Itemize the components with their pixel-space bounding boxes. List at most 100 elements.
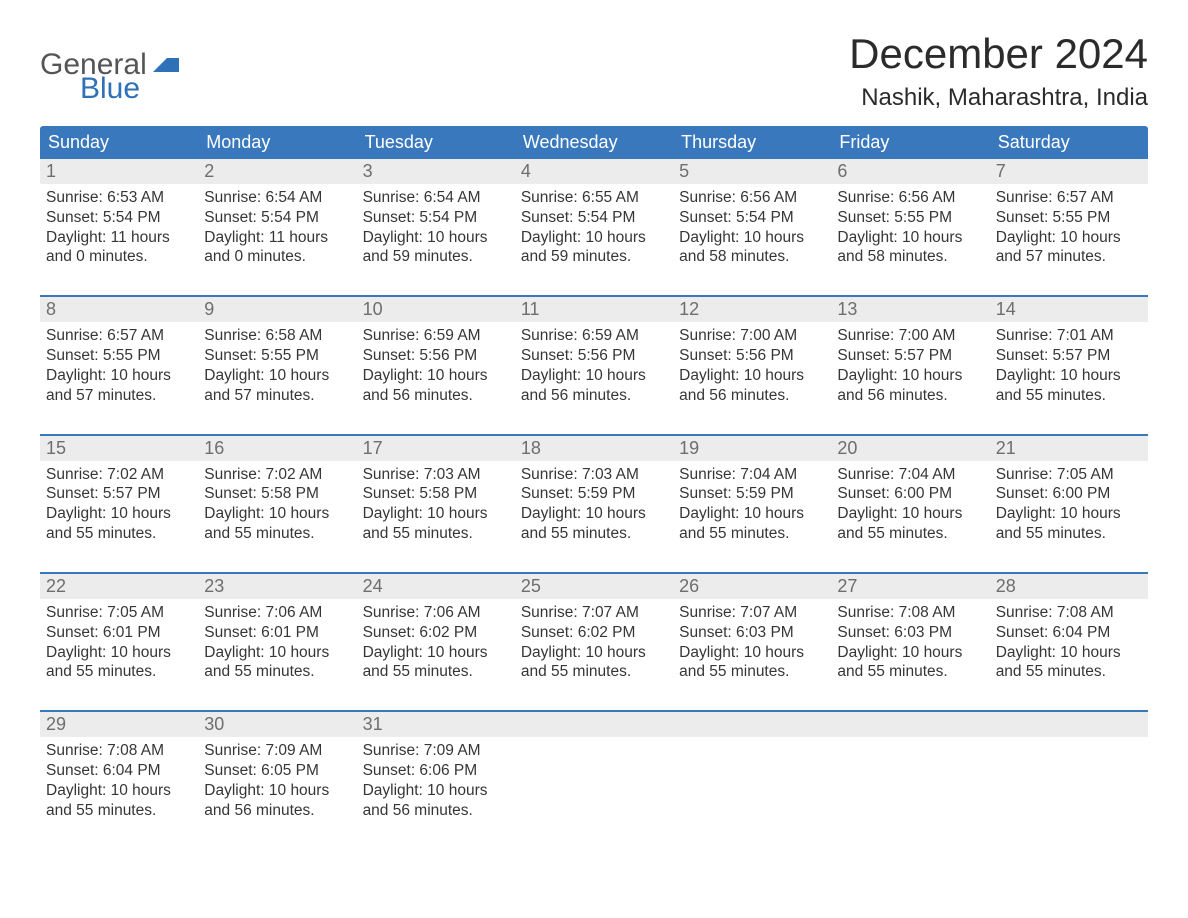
heading-block: December 2024 Nashik, Maharashtra, India bbox=[849, 30, 1148, 112]
day-cell: Sunrise: 7:07 AMSunset: 6:03 PMDaylight:… bbox=[673, 599, 831, 690]
day-sr: Sunrise: 6:56 AM bbox=[679, 188, 825, 208]
day-number: 20 bbox=[831, 436, 989, 461]
day-cell bbox=[515, 737, 673, 828]
day-cell: Sunrise: 6:57 AMSunset: 5:55 PMDaylight:… bbox=[40, 322, 198, 413]
day-sr: Sunrise: 7:00 AM bbox=[837, 326, 983, 346]
day-sr: Sunrise: 7:02 AM bbox=[204, 465, 350, 485]
day-cell: Sunrise: 7:09 AMSunset: 6:06 PMDaylight:… bbox=[357, 737, 515, 828]
day-number: 2 bbox=[198, 159, 356, 184]
brand-logo: General Blue bbox=[40, 50, 181, 104]
day-d1: Daylight: 10 hours bbox=[837, 504, 983, 524]
day-d2: and 55 minutes. bbox=[204, 524, 350, 544]
day-number: 28 bbox=[990, 574, 1148, 599]
day-d1: Daylight: 10 hours bbox=[363, 228, 509, 248]
day-number bbox=[831, 712, 989, 737]
day-d1: Daylight: 10 hours bbox=[679, 228, 825, 248]
daynum-row: 1234567 bbox=[40, 159, 1148, 184]
day-cell: Sunrise: 6:54 AMSunset: 5:54 PMDaylight:… bbox=[198, 184, 356, 275]
day-number bbox=[990, 712, 1148, 737]
day-cell: Sunrise: 7:00 AMSunset: 5:56 PMDaylight:… bbox=[673, 322, 831, 413]
day-d1: Daylight: 10 hours bbox=[521, 643, 667, 663]
day-d2: and 56 minutes. bbox=[204, 801, 350, 821]
day-d1: Daylight: 10 hours bbox=[46, 643, 192, 663]
day-d2: and 56 minutes. bbox=[679, 386, 825, 406]
day-ss: Sunset: 5:55 PM bbox=[837, 208, 983, 228]
day-cell: Sunrise: 6:56 AMSunset: 5:55 PMDaylight:… bbox=[831, 184, 989, 275]
day-ss: Sunset: 6:02 PM bbox=[521, 623, 667, 643]
day-d1: Daylight: 10 hours bbox=[46, 366, 192, 386]
day-ss: Sunset: 5:54 PM bbox=[679, 208, 825, 228]
day-number: 16 bbox=[198, 436, 356, 461]
day-ss: Sunset: 6:01 PM bbox=[46, 623, 192, 643]
day-sr: Sunrise: 7:09 AM bbox=[363, 741, 509, 761]
weekday-header-row: SundayMondayTuesdayWednesdayThursdayFrid… bbox=[40, 126, 1148, 159]
day-sr: Sunrise: 7:04 AM bbox=[679, 465, 825, 485]
day-cell: Sunrise: 7:05 AMSunset: 6:00 PMDaylight:… bbox=[990, 461, 1148, 552]
day-number bbox=[673, 712, 831, 737]
day-sr: Sunrise: 6:53 AM bbox=[46, 188, 192, 208]
day-ss: Sunset: 5:57 PM bbox=[996, 346, 1142, 366]
day-cell: Sunrise: 6:56 AMSunset: 5:54 PMDaylight:… bbox=[673, 184, 831, 275]
day-d2: and 58 minutes. bbox=[679, 247, 825, 267]
day-d2: and 56 minutes. bbox=[837, 386, 983, 406]
day-cell: Sunrise: 7:08 AMSunset: 6:03 PMDaylight:… bbox=[831, 599, 989, 690]
day-d1: Daylight: 10 hours bbox=[46, 781, 192, 801]
day-d1: Daylight: 10 hours bbox=[996, 366, 1142, 386]
weekday-thursday: Thursday bbox=[673, 126, 831, 159]
day-d2: and 55 minutes. bbox=[363, 524, 509, 544]
day-cell: Sunrise: 7:06 AMSunset: 6:01 PMDaylight:… bbox=[198, 599, 356, 690]
day-d1: Daylight: 10 hours bbox=[996, 228, 1142, 248]
day-sr: Sunrise: 7:05 AM bbox=[996, 465, 1142, 485]
day-d1: Daylight: 10 hours bbox=[363, 366, 509, 386]
day-ss: Sunset: 6:04 PM bbox=[996, 623, 1142, 643]
day-ss: Sunset: 5:57 PM bbox=[837, 346, 983, 366]
day-ss: Sunset: 5:56 PM bbox=[679, 346, 825, 366]
day-d1: Daylight: 10 hours bbox=[679, 643, 825, 663]
day-d1: Daylight: 10 hours bbox=[837, 643, 983, 663]
day-cell: Sunrise: 7:06 AMSunset: 6:02 PMDaylight:… bbox=[357, 599, 515, 690]
weeks-container: 1234567Sunrise: 6:53 AMSunset: 5:54 PMDa… bbox=[40, 159, 1148, 829]
weekday-monday: Monday bbox=[198, 126, 356, 159]
day-ss: Sunset: 5:55 PM bbox=[46, 346, 192, 366]
day-d2: and 55 minutes. bbox=[204, 662, 350, 682]
day-sr: Sunrise: 6:59 AM bbox=[521, 326, 667, 346]
day-number: 13 bbox=[831, 297, 989, 322]
day-d1: Daylight: 10 hours bbox=[204, 504, 350, 524]
weekday-sunday: Sunday bbox=[40, 126, 198, 159]
day-ss: Sunset: 5:55 PM bbox=[204, 346, 350, 366]
day-sr: Sunrise: 7:06 AM bbox=[363, 603, 509, 623]
day-d1: Daylight: 11 hours bbox=[46, 228, 192, 248]
page-title: December 2024 bbox=[849, 30, 1148, 78]
day-d2: and 55 minutes. bbox=[996, 524, 1142, 544]
weekday-saturday: Saturday bbox=[990, 126, 1148, 159]
daynum-row: 293031 bbox=[40, 712, 1148, 737]
day-content-row: Sunrise: 7:05 AMSunset: 6:01 PMDaylight:… bbox=[40, 599, 1148, 690]
day-content-row: Sunrise: 7:08 AMSunset: 6:04 PMDaylight:… bbox=[40, 737, 1148, 828]
day-sr: Sunrise: 6:57 AM bbox=[46, 326, 192, 346]
day-ss: Sunset: 5:54 PM bbox=[46, 208, 192, 228]
day-number: 21 bbox=[990, 436, 1148, 461]
day-d2: and 59 minutes. bbox=[521, 247, 667, 267]
daynum-row: 15161718192021 bbox=[40, 436, 1148, 461]
day-d2: and 55 minutes. bbox=[996, 662, 1142, 682]
day-number: 17 bbox=[357, 436, 515, 461]
day-cell: Sunrise: 7:05 AMSunset: 6:01 PMDaylight:… bbox=[40, 599, 198, 690]
day-ss: Sunset: 6:02 PM bbox=[363, 623, 509, 643]
day-cell: Sunrise: 6:59 AMSunset: 5:56 PMDaylight:… bbox=[357, 322, 515, 413]
day-ss: Sunset: 5:59 PM bbox=[521, 484, 667, 504]
day-d2: and 56 minutes. bbox=[363, 386, 509, 406]
day-sr: Sunrise: 7:08 AM bbox=[837, 603, 983, 623]
day-content-row: Sunrise: 6:53 AMSunset: 5:54 PMDaylight:… bbox=[40, 184, 1148, 275]
daynum-row: 891011121314 bbox=[40, 297, 1148, 322]
day-d1: Daylight: 10 hours bbox=[679, 504, 825, 524]
header: General Blue December 2024 Nashik, Mahar… bbox=[40, 30, 1148, 112]
day-number: 9 bbox=[198, 297, 356, 322]
day-ss: Sunset: 6:00 PM bbox=[996, 484, 1142, 504]
day-d2: and 55 minutes. bbox=[46, 662, 192, 682]
day-d1: Daylight: 10 hours bbox=[521, 504, 667, 524]
day-d2: and 57 minutes. bbox=[204, 386, 350, 406]
day-number: 7 bbox=[990, 159, 1148, 184]
day-d1: Daylight: 10 hours bbox=[46, 504, 192, 524]
day-cell: Sunrise: 7:03 AMSunset: 5:59 PMDaylight:… bbox=[515, 461, 673, 552]
day-number: 25 bbox=[515, 574, 673, 599]
